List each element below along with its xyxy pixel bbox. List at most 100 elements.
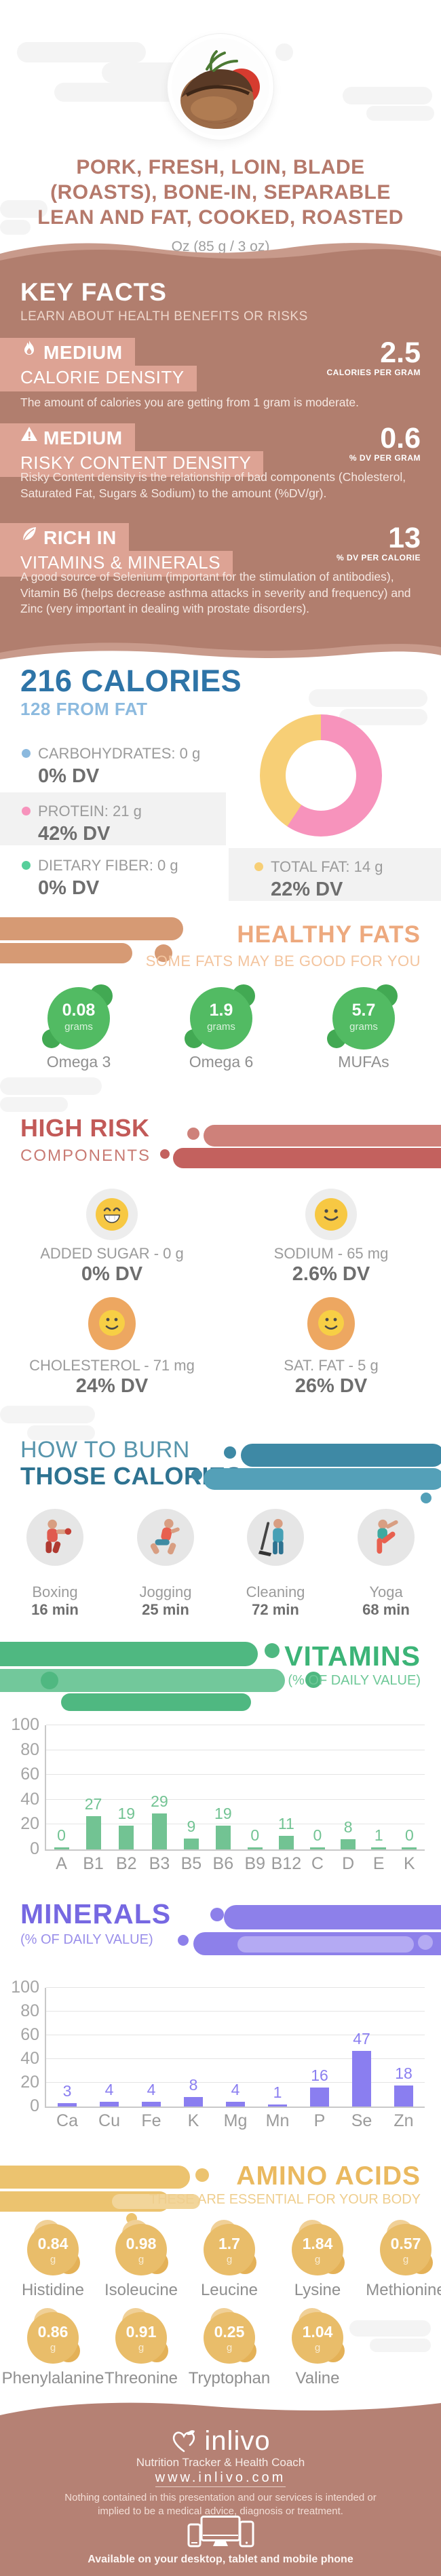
y-tick-label: 20 xyxy=(20,1814,39,1834)
bar-category-label: B6 xyxy=(212,1854,234,1873)
added-sugar-face xyxy=(3,1187,220,1242)
omega3-unit: grams xyxy=(64,1021,93,1033)
fact-unit: % DV PER GRAM xyxy=(349,453,421,463)
cleaning-label: Cleaning xyxy=(246,1583,305,1600)
y-axis: 0 20 40 60 80 100 xyxy=(9,1978,45,2115)
fact-value: 0.6 xyxy=(380,422,421,455)
minerals-title: MINERALS xyxy=(20,1898,172,1929)
bar-category-label: Cu xyxy=(98,2111,120,2130)
phenylalanine-blob: 0.86 g xyxy=(27,2308,80,2364)
cholesterol-dv: 24% DV xyxy=(75,1375,149,1397)
healthy-fats-subtitle: SOME FATS MAY BE GOOD FOR YOU xyxy=(145,953,421,969)
added-sugar-dv: 0% DV xyxy=(81,1263,143,1285)
boxing-duration: 16 min xyxy=(31,1601,79,1618)
jogging-duration: 25 min xyxy=(142,1601,189,1618)
fact-name: VITAMINS & MINERALS xyxy=(0,550,233,577)
valine-blob: 1.04 g xyxy=(292,2308,345,2364)
bar-category-label: B1 xyxy=(83,1854,104,1873)
histidine-unit: g xyxy=(50,2254,56,2265)
sodium-dv: 2.6% DV xyxy=(292,1263,370,1285)
devices-illustration xyxy=(187,2516,254,2554)
legend-label: PROTEIN: 21 g xyxy=(22,803,142,820)
lysine-blob: 1.84 g xyxy=(292,2220,345,2275)
y-tick-label: 100 xyxy=(11,1978,39,1997)
fact-level-row: MEDIUM xyxy=(0,423,135,451)
y-tick-label: 0 xyxy=(30,1839,39,1858)
bar-B5: 9 B5 xyxy=(181,1818,202,1873)
y-tick-label: 100 xyxy=(11,1715,39,1734)
legend-dv: 22% DV xyxy=(271,879,343,900)
bar-Fe: 4 Fe xyxy=(141,2081,161,2130)
bar-category-label: Mg xyxy=(223,2111,248,2130)
jogging-activity xyxy=(137,1509,194,1566)
boxing-icon xyxy=(45,1519,72,1554)
bar-rect xyxy=(278,1835,294,1849)
wave-divider-top xyxy=(0,243,441,269)
vitamins-subtitle: (% OF DAILY VALUE) xyxy=(288,1673,421,1688)
yoga-duration: 68 min xyxy=(362,1601,410,1618)
bar-value: 18 xyxy=(395,2064,413,2082)
bar-value: 0 xyxy=(250,1826,260,1844)
fat-dot-icon xyxy=(254,862,263,871)
website-link[interactable]: www.inlivo.com xyxy=(155,2470,286,2487)
bar-category-label: K xyxy=(404,1854,415,1873)
omega6-label: Omega 6 xyxy=(189,1053,254,1071)
legend-fiber: DIETARY FIBER: 0 g 0% DV xyxy=(22,857,178,900)
fact-level: MEDIUM xyxy=(43,427,123,448)
lysine-unit: g xyxy=(314,2254,321,2265)
fact-description: A good source of Selenium (important for… xyxy=(20,570,411,615)
bar-rect xyxy=(310,2088,329,2107)
bar-category-label: Mn xyxy=(265,2111,290,2130)
bar-rect xyxy=(268,2104,287,2107)
satfat-label: SAT. FAT - 5 g xyxy=(284,1357,379,1374)
legend-row-highlight xyxy=(229,848,441,901)
cholesterol-face xyxy=(3,1296,220,1351)
minerals-chart: 0 20 40 60 80 100 3 Ca 4 Cu 4 Fe 8 K 4 Mg 1 Mn 16 P 47 Se 18 Zn xyxy=(9,1978,425,2130)
inlivo-heart-icon xyxy=(173,2429,195,2452)
threonine-unit: g xyxy=(138,2342,145,2353)
fact-level-row: MEDIUM xyxy=(0,338,135,366)
gridline xyxy=(46,2082,425,2083)
page-title: PORK, FRESH, LOIN, BLADE (ROASTS), BONE-… xyxy=(37,156,404,229)
threonine-value: 0.91 xyxy=(126,2323,157,2341)
bar-category-label: A xyxy=(56,1854,67,1873)
bar-category-label: P xyxy=(313,2111,326,2130)
bar-rect xyxy=(226,2102,245,2107)
bar-B2: 19 B2 xyxy=(116,1805,137,1873)
carbs-dot-icon xyxy=(22,749,31,758)
minerals-subtitle: (% OF DAILY VALUE) xyxy=(20,1932,153,1947)
sodium-face xyxy=(223,1187,440,1242)
y-tick-label: 40 xyxy=(20,2049,39,2068)
warning-icon xyxy=(20,425,38,443)
bar-B6: 19 B6 xyxy=(213,1805,234,1873)
mufas-value: 5.7 xyxy=(351,1001,376,1020)
fact-name: RISKY CONTENT DENSITY xyxy=(0,450,264,477)
key-facts-title: KEY FACTS xyxy=(20,278,167,306)
histidine-blob: 0.84 g xyxy=(27,2220,80,2275)
legend-dv: 0% DV xyxy=(38,877,100,899)
bar-Se: 47 Se xyxy=(351,2030,372,2130)
legend-row-highlight xyxy=(0,792,226,845)
leucine-value: 1.7 xyxy=(218,2235,240,2252)
omega6-blob: 1.9 grams xyxy=(185,984,255,1050)
fact-description: The amount of calories you are getting f… xyxy=(20,396,359,409)
bar-value: 1 xyxy=(273,2083,282,2101)
fact-unit: CALORIES PER GRAM xyxy=(326,368,421,377)
omega3-label: Omega 3 xyxy=(46,1053,111,1071)
orange-smile-face-icon xyxy=(88,1297,136,1350)
valine-value: 1.04 xyxy=(302,2323,333,2341)
isoleucine-value: 0.98 xyxy=(126,2235,157,2252)
legend-label: TOTAL FAT: 14 g xyxy=(254,858,383,876)
legend-carbohydrates: CARBOHYDRATES: 0 g 0% DV xyxy=(22,745,200,788)
amino-acids-title: AMINO ACIDS xyxy=(236,2161,421,2191)
isoleucine-label: Isoleucine xyxy=(104,2281,178,2299)
tryptophan-blob: 0.25 g xyxy=(204,2308,256,2364)
leaf-icon xyxy=(20,525,38,543)
bar-value: 11 xyxy=(277,1814,294,1832)
gridline xyxy=(46,2011,425,2012)
bar-rect xyxy=(151,1813,167,1849)
phenylalanine-value: 0.86 xyxy=(37,2323,69,2341)
lysine-value: 1.84 xyxy=(302,2235,333,2252)
